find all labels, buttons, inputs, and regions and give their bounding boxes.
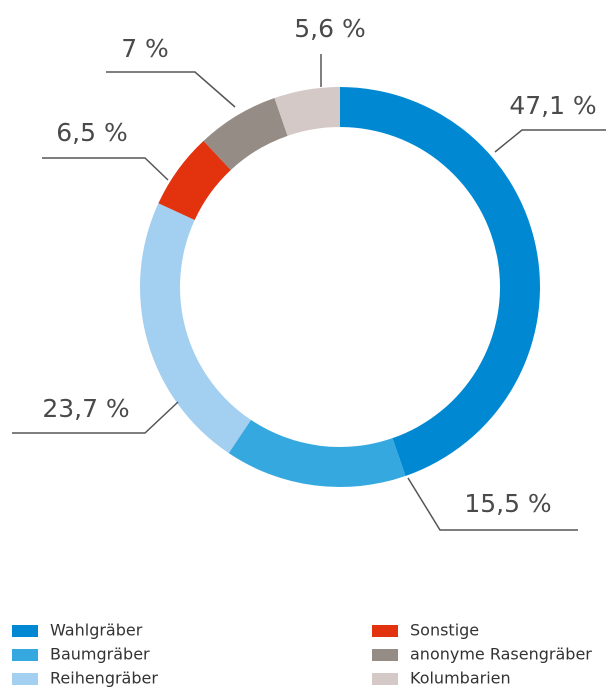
donut-slice <box>228 419 406 487</box>
legend-label: Wahlgräber <box>50 621 143 640</box>
donut-slice <box>140 203 251 454</box>
legend-label: anonyme Rasengräber <box>410 645 592 664</box>
legend-swatch <box>372 625 398 637</box>
data-label: 6,5 % <box>56 118 127 147</box>
leader-line <box>407 477 578 531</box>
data-label: 23,7 % <box>42 394 129 423</box>
legend-label: Baumgräber <box>50 645 150 664</box>
leader-line <box>42 157 169 181</box>
data-label: 15,5 % <box>464 489 551 518</box>
legend-label: Sonstige <box>410 621 479 640</box>
legend-label: Kolumbarien <box>410 669 511 688</box>
legend-swatch <box>372 673 398 685</box>
donut-slice <box>340 87 541 476</box>
donut-slice <box>203 98 288 171</box>
legend-swatch <box>372 649 398 661</box>
legend-swatch <box>12 649 38 661</box>
donut-slice <box>274 87 340 136</box>
leader-line <box>106 71 236 108</box>
data-label: 5,6 % <box>294 14 365 43</box>
data-label: 7 % <box>121 34 169 63</box>
legend-swatch <box>12 625 38 637</box>
donut-slice <box>158 140 231 220</box>
legend-swatch <box>12 673 38 685</box>
leader-line <box>494 129 606 153</box>
data-label: 47,1 % <box>509 91 596 120</box>
leader-line <box>12 401 179 434</box>
legend-label: Reihengräber <box>50 669 158 688</box>
